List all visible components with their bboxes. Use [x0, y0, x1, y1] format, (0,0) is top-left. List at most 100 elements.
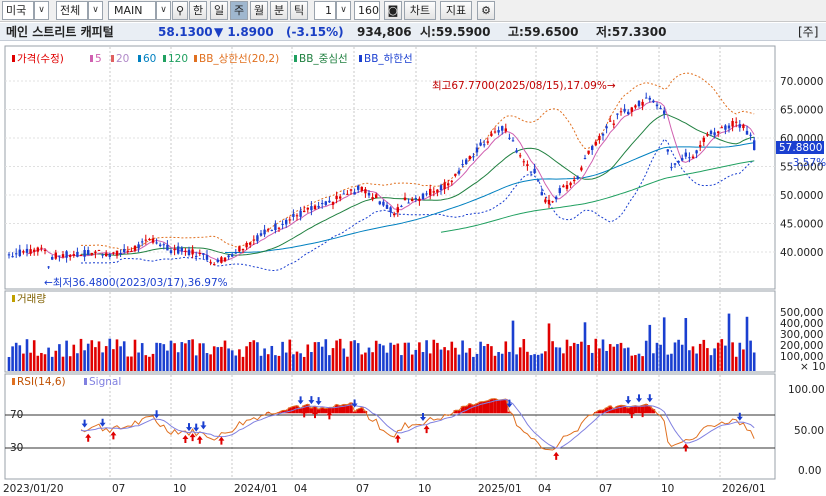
volume-bar	[335, 340, 338, 371]
period-minute-button[interactable]: 분	[270, 1, 288, 20]
candle-body	[90, 252, 93, 255]
volume-bar	[320, 346, 324, 371]
period-day-button[interactable]: 일	[210, 1, 228, 20]
volume-bar	[522, 339, 526, 371]
volume-bar	[544, 351, 547, 371]
volume-bar	[734, 356, 738, 371]
candle-body	[249, 242, 252, 245]
candle-body	[166, 244, 169, 251]
period-tick-button[interactable]: 틱	[290, 1, 308, 20]
sell-arrow-icon	[193, 423, 200, 432]
han-button[interactable]: 한	[189, 1, 207, 20]
market-select[interactable]: 미국	[2, 1, 34, 20]
volume-bar	[130, 356, 133, 371]
candle-body	[342, 193, 345, 195]
rsi-fill-segment	[622, 405, 627, 414]
sell-arrow-icon	[420, 412, 426, 421]
volume-bar	[32, 340, 36, 371]
market-dropdown-icon[interactable]: ∨	[34, 1, 49, 20]
interval-input[interactable]: 1	[314, 1, 336, 20]
candle-body	[681, 158, 684, 161]
volume-bar	[356, 343, 360, 371]
candle-body	[155, 242, 158, 244]
volume-bar	[644, 340, 648, 371]
stock-chart[interactable]: 70.0000 65.0000 60.0000 55.0000 50.0000 …	[0, 42, 826, 496]
candle-body	[598, 135, 601, 141]
symbol-input[interactable]: MAIN	[108, 1, 156, 20]
indicator-button[interactable]: 지표	[440, 1, 472, 20]
x-tick: 07	[599, 483, 612, 495]
volume-bar	[709, 355, 713, 371]
candle-body	[389, 207, 392, 213]
candle-body	[123, 248, 126, 253]
legend-marker-ma60	[138, 55, 141, 62]
chart-button[interactable]: 차트	[404, 1, 436, 20]
candle-body	[349, 189, 353, 191]
rsi-fill-segment	[471, 405, 476, 414]
candle-body	[587, 150, 590, 154]
rsi-fill-segment	[302, 405, 306, 414]
volume-bar	[176, 352, 180, 371]
volume-bar	[634, 355, 637, 371]
volume-bar	[407, 342, 410, 371]
candle-body	[234, 252, 237, 254]
volume-y-tick: 300,000	[780, 329, 823, 341]
volume-bars	[7, 313, 756, 371]
symbol-dropdown-icon[interactable]: ∨	[156, 1, 171, 20]
interval-dropdown-icon[interactable]: ∨	[336, 1, 351, 20]
candle-body	[137, 244, 140, 249]
candle-body	[65, 251, 68, 258]
candle-body	[378, 201, 381, 205]
rsi-fill-segment	[608, 405, 612, 414]
candle-body	[731, 120, 734, 127]
rsi-fill-segment	[295, 405, 299, 414]
legend-marker-price	[12, 55, 15, 62]
candle-body	[396, 207, 399, 213]
volume-bar	[752, 352, 756, 371]
candle-body	[151, 238, 155, 243]
search-button[interactable]: ⚲	[172, 1, 188, 20]
legend-ma60: 60	[143, 53, 156, 65]
buy-arrow-icon	[301, 409, 308, 418]
candle-body	[263, 229, 266, 235]
volume-bar	[612, 346, 616, 371]
candle-body	[562, 185, 565, 188]
scope-select[interactable]: 전체	[56, 1, 88, 20]
candle-body	[526, 164, 529, 166]
x-tick: 07	[112, 483, 125, 495]
candle-body	[677, 161, 680, 163]
volume-bar	[529, 355, 533, 371]
save-button[interactable]: ◙	[384, 1, 402, 20]
legend-marker-bb-lower	[359, 55, 362, 62]
volume-bar	[61, 356, 65, 371]
volume-bar	[641, 356, 644, 371]
volume-bar	[115, 339, 119, 371]
candle-body	[432, 191, 435, 193]
candlesticks	[7, 92, 756, 270]
period-month-button[interactable]: 월	[250, 1, 268, 20]
rsi-fill-segment	[489, 398, 494, 414]
volume-bar	[54, 350, 58, 371]
volume-bar	[353, 340, 356, 371]
rsi-fill-segment	[316, 409, 321, 414]
bar-count-input[interactable]: 160	[354, 1, 380, 20]
volume-bar	[389, 342, 392, 371]
rsi-legend: RSI(14,6)	[17, 376, 66, 388]
volume-bar	[630, 355, 634, 371]
scope-dropdown-icon[interactable]: ∨	[88, 1, 103, 20]
volume-bar	[126, 356, 130, 371]
candle-body	[180, 247, 183, 252]
period-week-button[interactable]: 주	[230, 1, 248, 20]
rsi-fill-segment	[288, 407, 292, 414]
price-y-axis: 70.0000 65.0000 60.0000 55.0000 50.0000 …	[780, 76, 823, 259]
candle-body	[267, 229, 270, 231]
settings-button[interactable]: ⚙	[477, 1, 495, 20]
x-tick: 10	[418, 483, 431, 495]
volume-bar	[731, 342, 734, 371]
buy-arrow-icon	[182, 434, 189, 443]
volume-bar	[158, 343, 162, 371]
volume-bar	[482, 346, 486, 371]
candle-body	[609, 120, 612, 122]
candle-body	[310, 206, 313, 211]
candle-body	[202, 253, 205, 255]
